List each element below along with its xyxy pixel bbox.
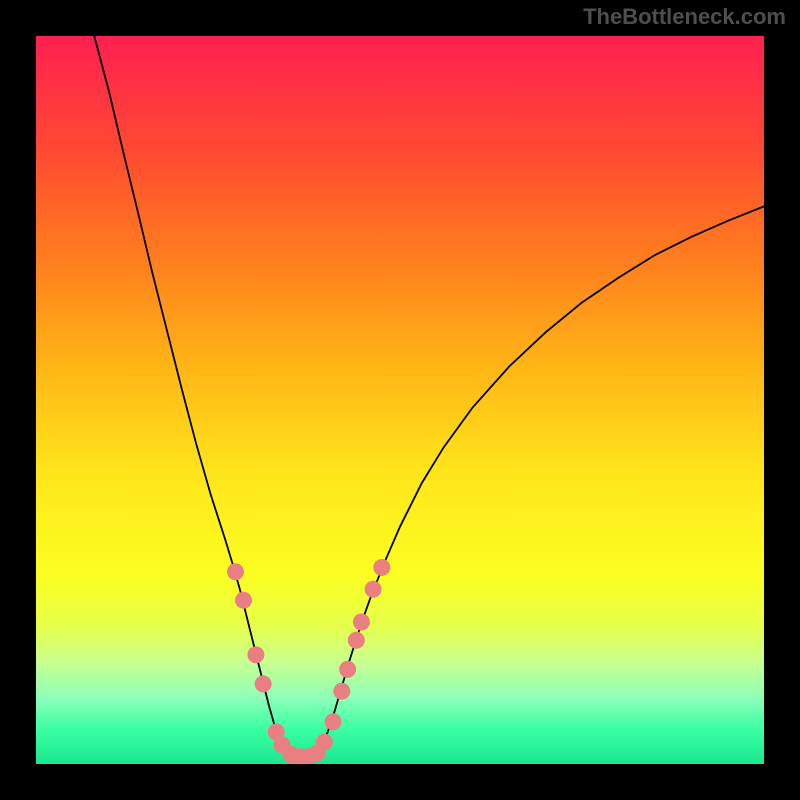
chart-container: TheBottleneck.com <box>0 0 800 800</box>
curve-layer <box>36 36 764 764</box>
curve-marker <box>373 559 390 576</box>
plot-area <box>36 36 764 764</box>
curve-marker <box>325 713 342 730</box>
curve-marker <box>255 675 272 692</box>
curve-marker <box>333 683 350 700</box>
curve-marker <box>365 581 382 598</box>
curve-marker <box>247 646 264 663</box>
curve-marker <box>348 632 365 649</box>
curve-marker <box>235 592 252 609</box>
bottleneck-curve <box>94 36 764 757</box>
curve-marker <box>227 563 244 580</box>
curve-marker <box>339 661 356 678</box>
curve-marker <box>316 734 333 751</box>
watermark-text: TheBottleneck.com <box>583 4 786 30</box>
curve-marker <box>353 614 370 631</box>
